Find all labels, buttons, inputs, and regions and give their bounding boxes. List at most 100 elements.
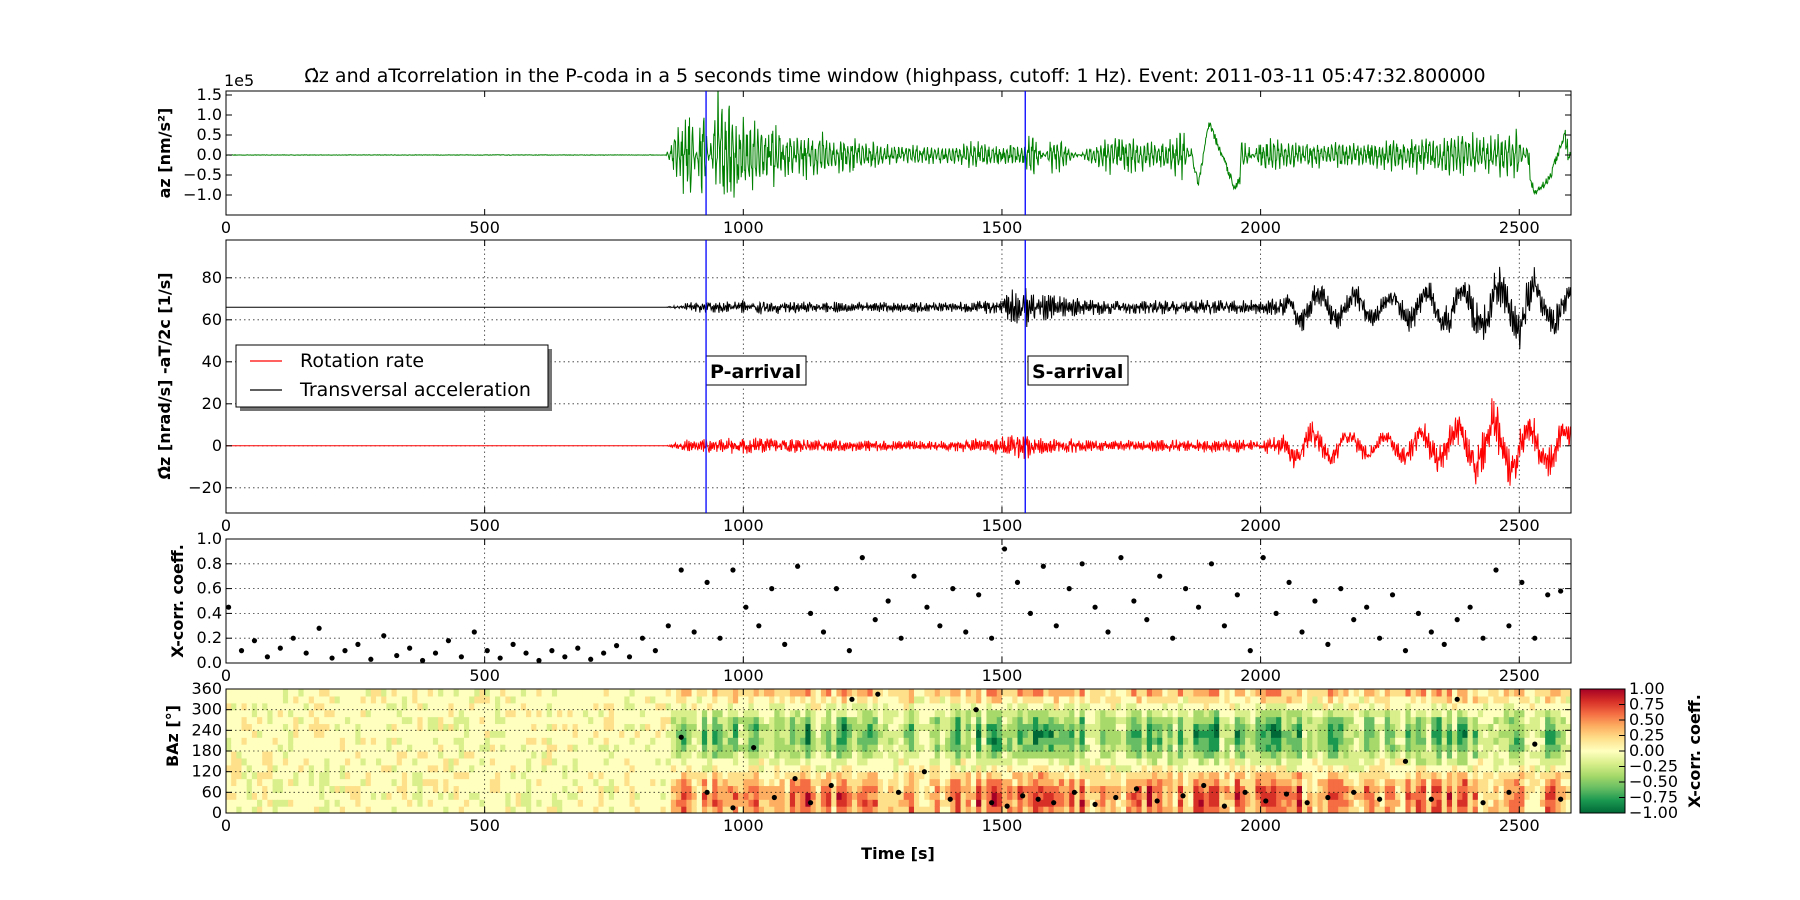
heatmap-cell <box>908 792 915 800</box>
heatmap-cell <box>479 785 486 793</box>
heatmap-cell <box>743 716 750 725</box>
heatmap-cell <box>1415 716 1422 725</box>
heatmap-cell <box>1343 689 1350 697</box>
heatmap-cell <box>520 695 527 704</box>
heatmap-cell <box>381 771 387 780</box>
heatmap-cell <box>1120 689 1127 697</box>
heatmap-cell <box>1524 702 1531 711</box>
heatmap-cell <box>1157 702 1163 711</box>
heatmap-cell <box>908 757 915 766</box>
heatmap-cell <box>1120 723 1127 731</box>
heatmap-cell <box>743 723 750 731</box>
heatmap-cell <box>996 757 1003 766</box>
heatmap-cell <box>396 689 403 697</box>
heatmap-cell <box>1452 751 1458 759</box>
heatmap-cell <box>1317 764 1324 773</box>
heatmap-cell <box>1395 702 1401 711</box>
heatmap-cell <box>882 709 889 718</box>
heatmap-cell <box>996 785 1003 793</box>
heatmap-cell <box>1183 785 1189 793</box>
heatmap-cell <box>1120 764 1127 773</box>
heatmap-cell <box>1100 785 1107 793</box>
heatmap-cell <box>572 806 579 813</box>
heatmap-cell <box>1270 702 1277 711</box>
heatmap-cell <box>727 709 734 718</box>
heatmap-cell <box>1462 709 1469 718</box>
heatmap-cell <box>1151 751 1158 759</box>
heatmap-cell <box>1503 737 1510 745</box>
heatmap-cell <box>629 716 636 725</box>
heatmap-cell <box>1131 778 1138 787</box>
annotation-s-arrival: S-arrival <box>1027 355 1129 386</box>
heatmap-cell <box>1307 764 1313 773</box>
heatmap-cell <box>1053 702 1060 711</box>
figure-title: Ω̇z and aTcorrelation in the P-coda in a… <box>304 65 1485 87</box>
heatmap-cell <box>1058 744 1065 752</box>
xcorr-point <box>407 645 413 651</box>
heatmap-cell <box>365 806 372 813</box>
heatmap-cell <box>1281 744 1288 752</box>
heatmap-cell <box>789 689 796 697</box>
heatmap-cell <box>319 737 325 745</box>
heatmap-cell <box>1136 751 1143 759</box>
heatmap-cell <box>520 730 527 738</box>
heatmap-cell <box>567 709 574 718</box>
heatmap-cell <box>914 799 920 807</box>
heatmap-cell <box>257 778 263 787</box>
heatmap-cell <box>1446 792 1453 800</box>
heatmap-cell <box>1477 695 1484 704</box>
heatmap-cell <box>919 757 925 766</box>
heatmap-cell <box>1348 785 1355 793</box>
heatmap-cell <box>1302 730 1308 738</box>
heatmap-cell <box>1508 709 1515 718</box>
heatmap-cell <box>686 799 693 807</box>
heatmap-cell <box>1493 764 1500 773</box>
baz-maximum-point <box>792 775 798 782</box>
heatmap-cell <box>1146 778 1153 787</box>
heatmap-cell <box>1203 757 1210 766</box>
heatmap-cell <box>1281 702 1288 711</box>
heatmap-cell <box>1389 716 1396 725</box>
heatmap-cell <box>1188 716 1194 725</box>
heatmap-cell <box>1245 744 1251 752</box>
heatmap-cell <box>696 695 703 704</box>
heatmap-cell <box>877 771 884 780</box>
heatmap-cell <box>1291 709 1298 718</box>
heatmap-cell <box>1353 702 1360 711</box>
heatmap-cell <box>800 771 806 780</box>
heatmap-cell <box>800 695 806 704</box>
heatmap-cell <box>1452 744 1458 752</box>
heatmap-cell <box>712 799 719 807</box>
heatmap-cell <box>520 778 527 787</box>
heatmap-cell <box>1183 751 1189 759</box>
heatmap-cell <box>1126 702 1132 711</box>
heatmap-cell <box>743 757 750 766</box>
heatmap-cell <box>582 730 589 738</box>
heatmap-cell <box>1001 806 1008 813</box>
heatmap-cell <box>758 806 765 813</box>
heatmap-cell <box>660 716 667 725</box>
heatmap-cell <box>479 716 486 725</box>
heatmap-cell <box>800 799 806 807</box>
heatmap-cell <box>557 723 563 731</box>
heatmap-cell <box>1343 716 1350 725</box>
heatmap-cell <box>655 723 662 731</box>
heatmap-cell <box>443 737 450 745</box>
heatmap-cell <box>846 771 853 780</box>
heatmap-cell <box>376 689 382 697</box>
heatmap-cell <box>241 757 248 766</box>
heatmap-cell <box>753 730 760 738</box>
heatmap-cell <box>1539 778 1546 787</box>
heatmap-cell <box>800 744 806 752</box>
heatmap-cell <box>1120 709 1127 718</box>
heatmap-cell <box>1017 689 1024 697</box>
heatmap-cell <box>324 737 331 745</box>
heatmap-cell <box>1270 723 1277 731</box>
heatmap-cell <box>970 785 977 793</box>
heatmap-cell <box>1395 737 1401 745</box>
heatmap-cell <box>1120 778 1127 787</box>
heatmap-cell <box>1183 709 1189 718</box>
heatmap-cell <box>1250 751 1257 759</box>
heatmap-cell <box>1457 723 1463 731</box>
heatmap-cell <box>1095 695 1101 704</box>
